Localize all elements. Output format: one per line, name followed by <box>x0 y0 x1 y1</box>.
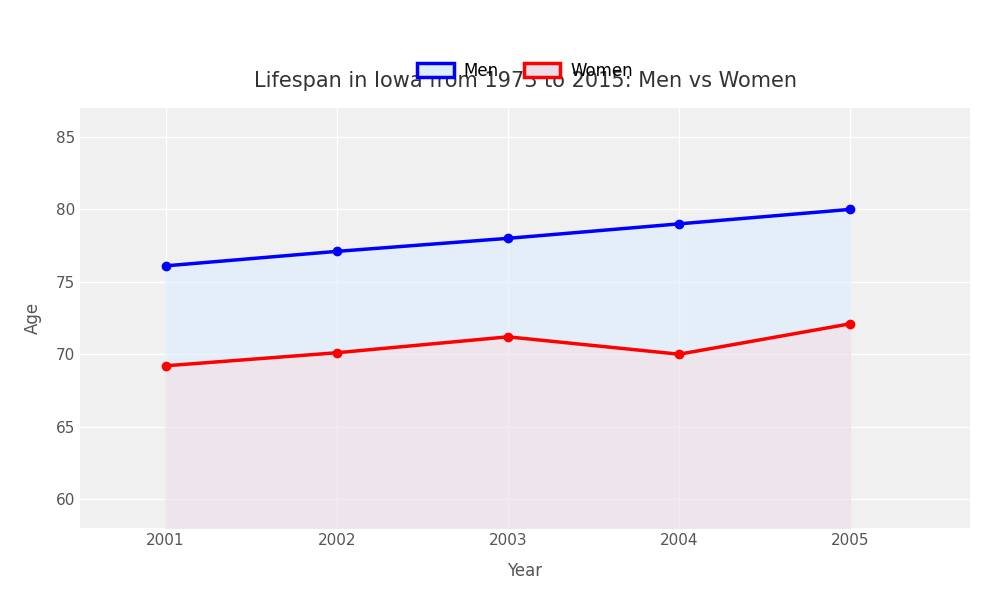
Y-axis label: Age: Age <box>24 302 42 334</box>
Legend: Men, Women: Men, Women <box>417 62 633 80</box>
Title: Lifespan in Iowa from 1973 to 2015: Men vs Women: Lifespan in Iowa from 1973 to 2015: Men … <box>254 71 796 91</box>
X-axis label: Year: Year <box>507 562 543 580</box>
